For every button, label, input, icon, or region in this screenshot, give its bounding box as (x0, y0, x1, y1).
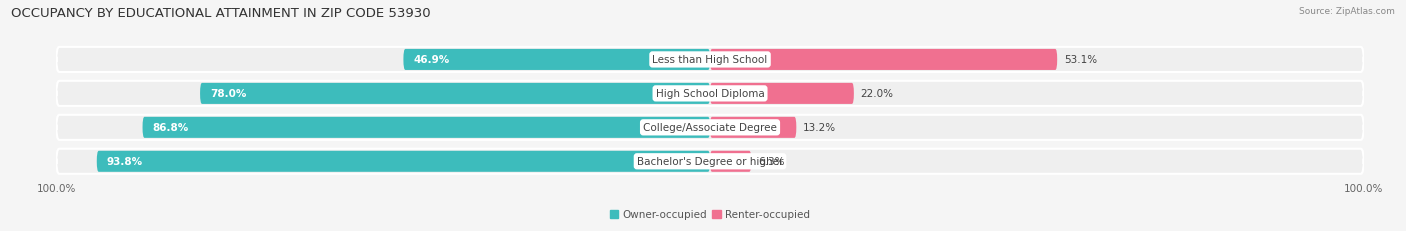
Text: 53.1%: 53.1% (1064, 55, 1097, 65)
FancyBboxPatch shape (56, 82, 1364, 106)
FancyBboxPatch shape (710, 151, 751, 172)
Text: Less than High School: Less than High School (652, 55, 768, 65)
FancyBboxPatch shape (142, 117, 710, 138)
FancyBboxPatch shape (404, 50, 710, 71)
FancyBboxPatch shape (710, 117, 796, 138)
Text: 78.0%: 78.0% (209, 89, 246, 99)
FancyBboxPatch shape (56, 48, 1364, 73)
FancyBboxPatch shape (200, 83, 710, 104)
Text: High School Diploma: High School Diploma (655, 89, 765, 99)
Text: Bachelor's Degree or higher: Bachelor's Degree or higher (637, 157, 783, 167)
Text: 13.2%: 13.2% (803, 123, 837, 133)
Text: 93.8%: 93.8% (107, 157, 142, 167)
Text: College/Associate Degree: College/Associate Degree (643, 123, 778, 133)
Legend: Owner-occupied, Renter-occupied: Owner-occupied, Renter-occupied (606, 205, 814, 224)
Text: 86.8%: 86.8% (152, 123, 188, 133)
Text: Source: ZipAtlas.com: Source: ZipAtlas.com (1299, 7, 1395, 16)
FancyBboxPatch shape (710, 50, 1057, 71)
Text: 22.0%: 22.0% (860, 89, 893, 99)
FancyBboxPatch shape (710, 83, 853, 104)
FancyBboxPatch shape (56, 149, 1364, 174)
FancyBboxPatch shape (56, 115, 1364, 140)
Text: OCCUPANCY BY EDUCATIONAL ATTAINMENT IN ZIP CODE 53930: OCCUPANCY BY EDUCATIONAL ATTAINMENT IN Z… (11, 7, 430, 20)
FancyBboxPatch shape (97, 151, 710, 172)
Text: 46.9%: 46.9% (413, 55, 450, 65)
Text: 6.3%: 6.3% (758, 157, 785, 167)
